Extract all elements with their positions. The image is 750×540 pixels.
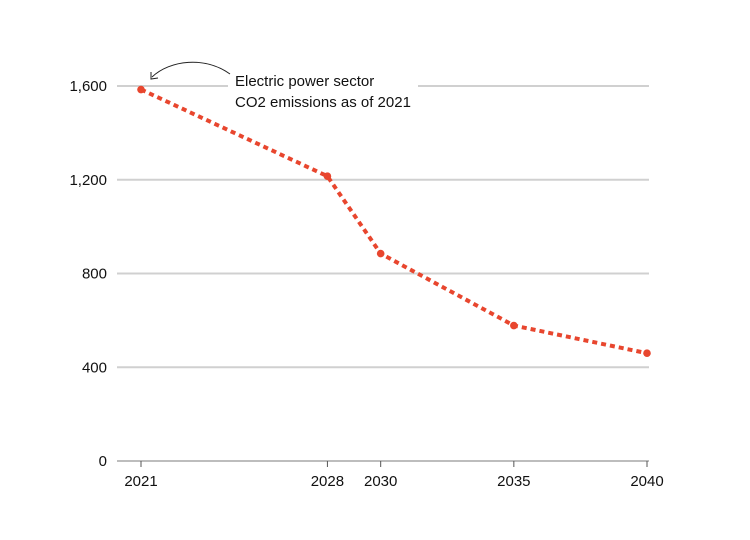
y-tick-label: 1,600 [69, 78, 107, 95]
data-point [510, 321, 518, 330]
annotation: Electric power sector CO2 emissions as o… [150, 61, 418, 114]
gridlines [117, 85, 649, 462]
y-tick-label: 1,200 [69, 172, 107, 189]
y-tick-label: 400 [82, 359, 107, 376]
series-line [140, 87, 648, 356]
data-point [323, 172, 332, 181]
x-tick-label: 2030 [364, 473, 397, 490]
annotation-arrow [151, 61, 231, 78]
x-tick-label: 2021 [124, 473, 157, 490]
data-point [643, 349, 651, 357]
y-tick-label: 800 [82, 266, 107, 283]
series-layer [137, 85, 651, 357]
annotation-line-1: Electric power sector [235, 73, 374, 90]
x-tick-label: 2028 [311, 473, 344, 490]
data-point [137, 85, 145, 94]
annotation-background [228, 70, 418, 114]
x-tick-label: 2040 [630, 473, 663, 490]
x-axis-tick-labels: 2021 2028 2030 2035 2040 [124, 461, 664, 490]
data-point [376, 249, 385, 258]
y-axis-tick-labels: 0 400 800 1,200 1,600 [69, 78, 107, 470]
x-tick-label: 2035 [497, 473, 530, 490]
annotation-line-2: CO2 emissions as of 2021 [235, 94, 411, 111]
y-tick-label: 0 [99, 453, 107, 470]
annotation-arrowhead [150, 72, 159, 80]
